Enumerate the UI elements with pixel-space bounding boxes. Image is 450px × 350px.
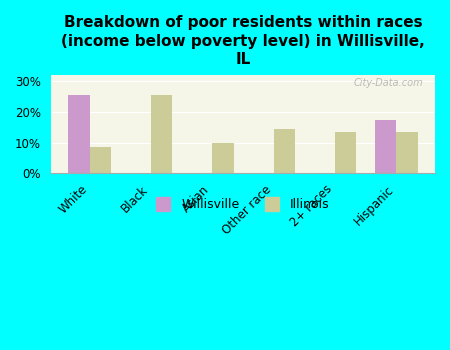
Bar [335,132,356,173]
Legend: Willisville, Illinois: Willisville, Illinois [150,191,336,218]
Bar [90,147,111,173]
Bar [212,142,234,173]
Bar [274,129,295,173]
Bar [396,132,418,173]
Title: Breakdown of poor residents within races
(income below poverty level) in Willisv: Breakdown of poor residents within races… [61,15,425,67]
Bar [375,120,396,173]
Bar [68,95,90,173]
Bar [151,95,172,173]
Text: City-Data.com: City-Data.com [354,78,423,88]
